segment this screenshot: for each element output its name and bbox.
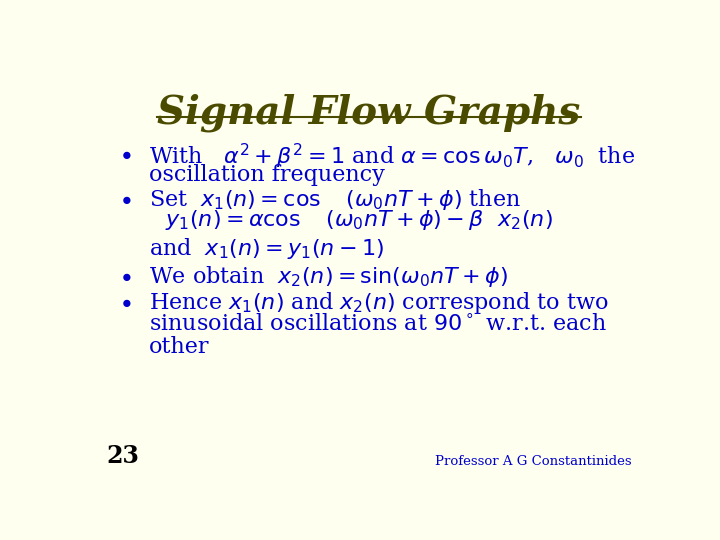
Text: $\bullet$: $\bullet$ xyxy=(118,187,132,211)
Text: other: other xyxy=(148,336,209,358)
Text: $y_1(n) = \alpha\cos\quad(\omega_0 nT + \phi) - \beta\ \ x_2(n)$: $y_1(n) = \alpha\cos\quad(\omega_0 nT + … xyxy=(166,208,553,232)
Text: Set  $x_1(n) = \cos\quad(\omega_0 nT + \phi)$ then: Set $x_1(n) = \cos\quad(\omega_0 nT + \p… xyxy=(148,187,521,212)
Text: $\bullet$: $\bullet$ xyxy=(118,290,132,314)
Text: Signal Flow Graphs: Signal Flow Graphs xyxy=(158,94,580,132)
Text: Hence $x_1(n)$ and $x_2(n)$ correspond to two: Hence $x_1(n)$ and $x_2(n)$ correspond t… xyxy=(148,290,608,316)
Text: 23: 23 xyxy=(107,444,140,468)
Text: $\bullet$: $\bullet$ xyxy=(118,264,132,288)
Text: and  $x_1(n) = y_1(n-1)$: and $x_1(n) = y_1(n-1)$ xyxy=(148,236,384,261)
Text: oscillation frequency: oscillation frequency xyxy=(148,164,384,186)
Text: sinusoidal oscillations at $90^\circ$ w.r.t. each: sinusoidal oscillations at $90^\circ$ w.… xyxy=(148,313,606,335)
Text: $\bullet$: $\bullet$ xyxy=(118,141,132,166)
Text: With   $\alpha^2 + \beta^2 = 1$ and $\alpha = \cos\omega_0 T$,   $\omega_0$  the: With $\alpha^2 + \beta^2 = 1$ and $\alph… xyxy=(148,141,635,171)
Text: We obtain  $x_2(n) = \sin(\omega_0 nT + \phi)$: We obtain $x_2(n) = \sin(\omega_0 nT + \… xyxy=(148,264,508,288)
Text: Professor A G Constantinides: Professor A G Constantinides xyxy=(435,455,631,468)
